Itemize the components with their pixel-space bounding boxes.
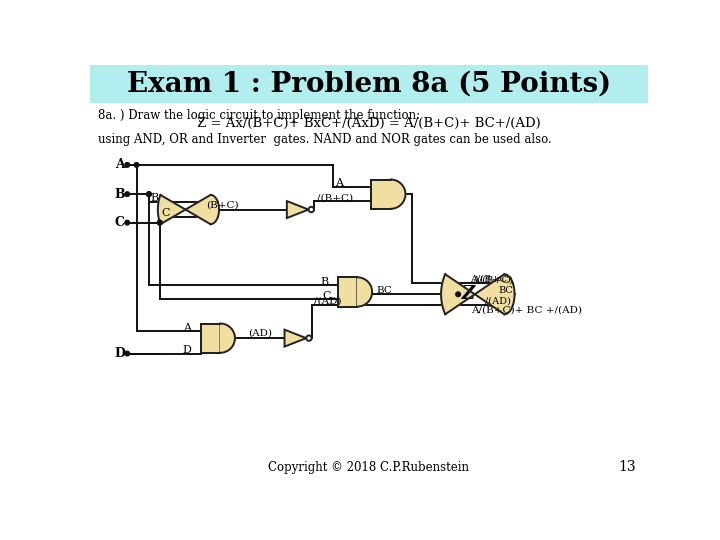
Polygon shape [287,201,309,218]
Text: D: D [182,346,192,355]
Polygon shape [338,278,357,307]
Circle shape [306,335,312,341]
Text: (B+C): (B+C) [206,200,238,210]
Text: A/(B+C): A/(B+C) [470,275,511,284]
Text: A: A [115,158,125,171]
Circle shape [125,192,130,197]
Text: Z: Z [462,285,474,303]
Text: A/(B+C): A/(B+C) [472,275,513,285]
Polygon shape [220,323,235,353]
Polygon shape [201,323,220,353]
Text: B: B [114,188,125,201]
Text: Z = Ax/(B+C)+ BxC+/(AxD) = A/(B+C)+ BC+/(AD): Z = Ax/(B+C)+ BxC+/(AxD) = A/(B+C)+ BC+/… [197,117,541,130]
Polygon shape [391,179,405,209]
Text: A: A [335,178,343,188]
Text: using AND, OR and Inverter  gates. NAND and NOR gates can be used also.: using AND, OR and Inverter gates. NAND a… [98,132,552,146]
Text: B: B [320,276,328,287]
Text: 8a. ) Draw the logic circuit to implement the function:: 8a. ) Draw the logic circuit to implemen… [98,109,420,122]
Circle shape [158,220,162,225]
Text: /(B+C): /(B+C) [317,193,354,202]
Circle shape [309,207,314,212]
Polygon shape [158,195,219,224]
Text: C: C [322,291,330,301]
Text: Copyright © 2018 C.P.Rubenstein: Copyright © 2018 C.P.Rubenstein [269,462,469,475]
Text: BC: BC [498,286,513,295]
Text: C: C [161,208,170,218]
Circle shape [456,292,461,296]
Circle shape [134,163,139,167]
Text: A: A [183,323,191,333]
Circle shape [125,351,130,356]
Text: (AD): (AD) [248,329,271,338]
Circle shape [125,220,130,225]
Circle shape [125,163,130,167]
Circle shape [158,220,162,225]
Text: /(AD): /(AD) [485,297,511,306]
Polygon shape [441,274,515,314]
Text: A/(B+C)+ BC +/(AD): A/(B+C)+ BC +/(AD) [471,305,582,314]
Polygon shape [284,330,306,347]
Polygon shape [357,278,372,307]
Circle shape [147,192,151,197]
Bar [90,65,648,103]
Polygon shape [372,179,391,209]
Circle shape [147,192,151,197]
Text: BC: BC [376,286,392,295]
Text: B: B [150,193,158,204]
Text: /(AD): /(AD) [314,297,341,306]
Text: Exam 1 : Problem 8a (5 Points): Exam 1 : Problem 8a (5 Points) [127,71,611,98]
Text: D: D [114,347,125,360]
Text: 13: 13 [618,461,636,475]
Text: C: C [115,216,125,229]
